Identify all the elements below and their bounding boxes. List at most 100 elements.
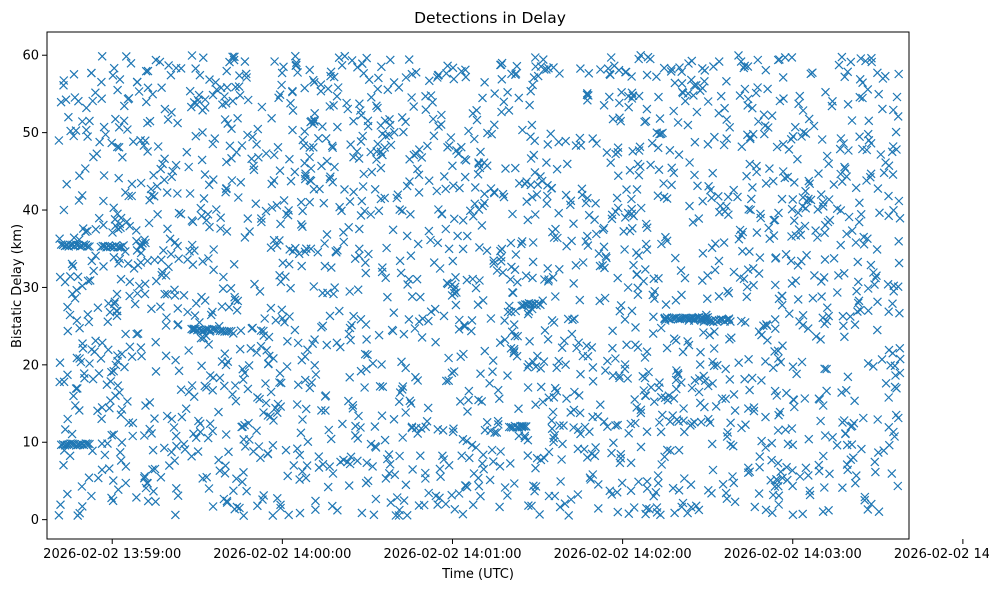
data-point (109, 366, 119, 376)
data-point (68, 261, 78, 271)
data-point (62, 489, 72, 499)
data-point (389, 414, 399, 424)
data-point (492, 428, 502, 438)
data-point (444, 376, 454, 386)
data-point (837, 388, 847, 398)
data-point (353, 285, 363, 295)
data-point (544, 491, 554, 501)
data-point (822, 303, 832, 313)
data-point (582, 193, 592, 203)
data-point (84, 473, 94, 483)
data-point (850, 320, 860, 330)
data-point (199, 333, 209, 343)
data-point (97, 414, 107, 424)
data-point (296, 428, 306, 438)
data-point (825, 469, 834, 479)
data-point (814, 169, 823, 179)
data-point (107, 138, 117, 148)
data-point (113, 356, 123, 366)
data-point (500, 335, 510, 345)
data-point (122, 125, 132, 134)
data-point (424, 76, 434, 86)
data-point (500, 483, 510, 492)
data-point (160, 104, 170, 114)
data-point (195, 427, 205, 437)
data-point (457, 66, 466, 76)
data-point (263, 449, 273, 458)
data-point (371, 101, 381, 111)
data-point (343, 396, 353, 406)
data-point (653, 478, 663, 488)
data-point (243, 384, 253, 394)
data-point (559, 336, 569, 346)
data-point (738, 227, 748, 237)
data-point (801, 203, 811, 213)
data-point (339, 237, 349, 247)
data-point (328, 177, 338, 187)
data-point (770, 314, 780, 324)
data-point (209, 245, 219, 254)
data-point (509, 344, 519, 354)
data-point (276, 378, 286, 388)
data-point (873, 184, 883, 194)
data-point (552, 363, 562, 373)
data-point (84, 317, 94, 327)
data-point (173, 319, 183, 329)
data-point (150, 464, 160, 474)
data-point (820, 228, 830, 238)
data-point (755, 462, 765, 472)
data-point (267, 203, 277, 212)
data-point (775, 407, 785, 417)
data-point (441, 224, 451, 234)
data-point (313, 133, 323, 143)
data-point (469, 134, 479, 144)
data-point (725, 374, 735, 384)
data-point (137, 351, 147, 361)
data-point (177, 412, 187, 422)
data-point (628, 91, 638, 101)
data-point (162, 313, 171, 322)
data-point (198, 256, 208, 266)
data-point (673, 118, 683, 127)
data-point (146, 304, 156, 314)
data-point (543, 334, 553, 344)
data-point (132, 77, 142, 87)
data-point (663, 395, 673, 405)
data-point (119, 101, 129, 111)
data-point (164, 262, 173, 272)
data-point (219, 494, 229, 504)
data-point (145, 424, 155, 434)
data-point (671, 295, 681, 305)
data-point (717, 394, 727, 403)
data-point (863, 504, 873, 514)
data-point (803, 470, 813, 480)
data-point (870, 457, 880, 467)
data-point (136, 178, 146, 188)
data-point (347, 320, 357, 330)
data-point (495, 338, 505, 348)
data-point (300, 352, 310, 362)
data-point (743, 265, 753, 275)
data-point (238, 364, 248, 374)
data-point (359, 68, 369, 78)
data-point (779, 94, 788, 104)
data-point (636, 408, 646, 418)
data-point (675, 63, 684, 73)
data-point (698, 196, 708, 206)
data-point (357, 59, 367, 69)
data-point (369, 510, 379, 520)
data-point (143, 256, 152, 266)
data-point (778, 341, 787, 351)
data-point (124, 191, 134, 201)
data-point (670, 78, 680, 88)
data-point (102, 380, 112, 390)
data-point (512, 277, 522, 287)
data-point (261, 149, 271, 158)
data-point (709, 344, 719, 353)
data-point (222, 226, 232, 236)
data-point (728, 441, 738, 451)
data-point (219, 381, 229, 391)
data-point (794, 99, 804, 109)
data-point (642, 104, 652, 114)
data-point (544, 63, 553, 73)
